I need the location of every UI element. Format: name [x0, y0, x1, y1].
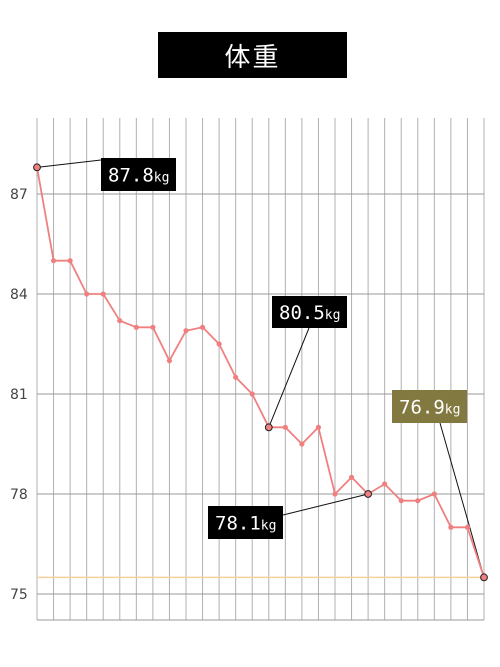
chart-title: 体重: [158, 32, 347, 78]
callout-box: [392, 390, 467, 423]
data-point: [233, 374, 239, 380]
data-point: [332, 491, 338, 497]
data-point: [100, 291, 106, 297]
callout-value: 76.9: [399, 397, 445, 419]
data-point: [50, 258, 57, 264]
data-point: [249, 391, 255, 397]
data-point: [398, 498, 404, 504]
y-tick-label: 81: [10, 387, 28, 403]
data-point: [133, 324, 139, 330]
callout-unit: kg: [261, 519, 277, 534]
callout-box: [272, 296, 347, 328]
data-point: [282, 424, 288, 430]
data-point: [216, 341, 222, 347]
data-point: [183, 328, 189, 334]
data-point: [431, 491, 437, 497]
callout-box: [101, 158, 176, 191]
callout-leader: [282, 493, 369, 516]
data-point: [299, 441, 305, 447]
callout-leader: [268, 327, 310, 428]
callout-value: 80.5: [279, 302, 325, 324]
y-tick-label: 87: [10, 187, 28, 203]
annotated-point: [364, 490, 373, 498]
callout-value: 78.1: [215, 513, 261, 535]
data-point: [415, 498, 421, 504]
data-point: [84, 291, 90, 297]
callout-leader: [439, 422, 485, 578]
data-point: [199, 324, 206, 330]
callout-unit: kg: [445, 403, 461, 418]
grid: [36, 118, 485, 620]
callout-box: [208, 506, 283, 539]
callout-label: 76.9kg: [399, 397, 460, 419]
callout-label: 78.1kg: [215, 513, 276, 535]
callout-leaders: [36, 159, 485, 578]
data-points: [33, 163, 488, 582]
series: [36, 167, 485, 578]
callout-leader: [36, 159, 102, 168]
data-point: [150, 324, 156, 330]
data-point: [117, 318, 123, 324]
annotated-point: [264, 423, 273, 432]
axes: 75 78 81 84 87: [10, 187, 484, 621]
annotated-point: [480, 573, 488, 582]
weight-series-line: [36, 167, 485, 578]
y-tick-label: 78: [10, 487, 28, 503]
data-point: [448, 524, 454, 530]
annotated-point: [33, 163, 41, 172]
callout-unit: kg: [154, 171, 170, 186]
y-tick-label: 75: [10, 587, 28, 603]
callout-label: 80.5kg: [279, 302, 340, 324]
data-point: [382, 481, 388, 487]
callout-value: 87.8: [108, 165, 154, 187]
data-point: [348, 474, 355, 480]
y-tick-label: 84: [10, 287, 28, 303]
callout-label: 87.8kg: [108, 165, 169, 187]
data-point: [315, 424, 322, 430]
data-point: [464, 524, 471, 530]
callout-unit: kg: [325, 308, 341, 323]
data-point: [166, 358, 173, 364]
data-point: [67, 258, 73, 264]
